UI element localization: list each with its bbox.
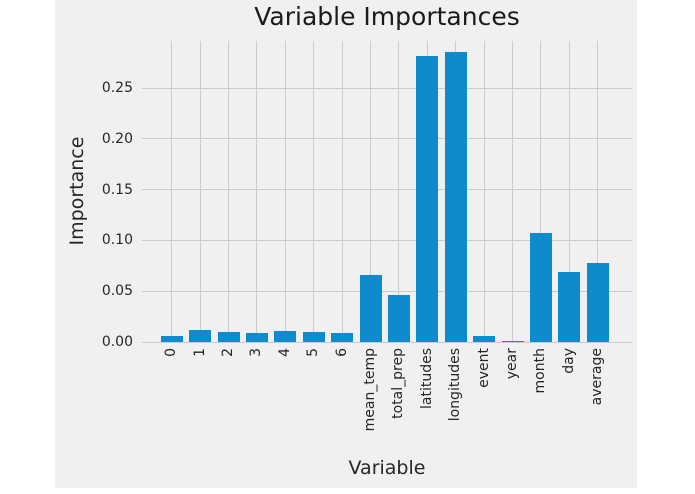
- x-axis-label: Variable: [348, 457, 426, 479]
- vertical-gridline: [199, 41, 201, 342]
- vertical-gridline: [483, 41, 485, 342]
- vertical-gridline: [228, 41, 229, 342]
- y-tick-label: 0.15: [101, 181, 133, 198]
- vertical-gridline: [171, 41, 173, 342]
- vertical-gridline: [256, 41, 258, 342]
- x-tick-label: mean_temp: [362, 348, 378, 432]
- horizontal-gridline: [142, 290, 632, 292]
- x-tick-label: 5: [305, 348, 322, 357]
- bar-day: [558, 272, 581, 342]
- chart-figure: Variable Importances Importance Variable…: [55, 0, 637, 488]
- x-tick-label: event: [475, 348, 492, 388]
- y-tick-label: 0.05: [101, 283, 133, 300]
- horizontal-gridline: [142, 239, 632, 241]
- bar-average: [586, 263, 609, 342]
- bar-1: [189, 330, 212, 342]
- horizontal-gridline: [142, 87, 632, 89]
- x-tick-label: longitudes: [447, 348, 464, 422]
- vertical-gridline: [284, 41, 286, 342]
- x-tick-label: year: [504, 348, 520, 380]
- chart-title: Variable Importances: [254, 2, 520, 31]
- x-tick-label: total_prep: [390, 348, 407, 419]
- bar-longitudes: [444, 52, 467, 342]
- bar-total_prep: [387, 295, 410, 342]
- x-tick-label: month: [532, 348, 549, 394]
- plot-area: [142, 41, 632, 343]
- x-tick-label: 3: [248, 348, 265, 357]
- x-tick-label: 0: [163, 348, 180, 357]
- bar-5: [302, 332, 325, 342]
- bar-mean_temp: [359, 275, 382, 342]
- x-tick-label: day: [560, 348, 577, 374]
- bar-4: [274, 331, 297, 342]
- vertical-gridline: [370, 41, 371, 342]
- bar-3: [245, 333, 268, 342]
- vertical-gridline: [568, 41, 570, 342]
- y-tick-label: 0.00: [101, 334, 133, 350]
- horizontal-gridline: [142, 189, 632, 191]
- x-tick-label: 2: [220, 348, 236, 357]
- vertical-gridline: [512, 41, 513, 342]
- bar-month: [529, 233, 552, 342]
- x-tick-label: 1: [191, 348, 208, 357]
- bar-event: [473, 336, 496, 342]
- horizontal-gridline: [142, 341, 632, 343]
- vertical-gridline: [313, 41, 315, 342]
- y-tick-label: 0.10: [101, 232, 133, 249]
- bar-year: [501, 341, 524, 342]
- x-tick-label: average: [589, 348, 606, 406]
- x-tick-label: 6: [333, 348, 350, 357]
- bar-2: [217, 332, 240, 342]
- y-tick-label: 0.25: [101, 80, 133, 97]
- vertical-gridline: [597, 41, 599, 342]
- bar-latitudes: [416, 56, 439, 342]
- bar-6: [331, 333, 354, 342]
- vertical-gridline: [540, 41, 542, 342]
- vertical-gridline: [398, 41, 400, 342]
- horizontal-gridline: [142, 138, 632, 140]
- x-tick-label: 4: [276, 348, 293, 357]
- vertical-gridline: [341, 41, 343, 342]
- x-tick-label: latitudes: [418, 348, 435, 410]
- y-tick-label: 0.20: [101, 130, 133, 147]
- bar-0: [160, 336, 183, 342]
